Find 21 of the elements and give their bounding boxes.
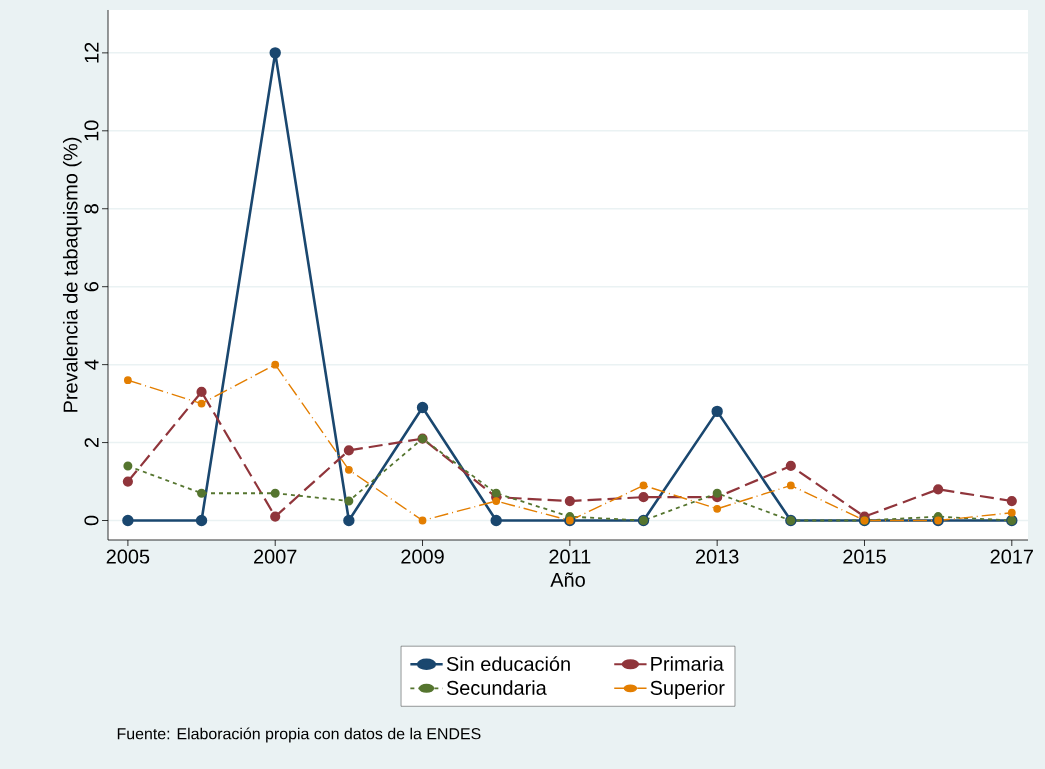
x-tick-label: 2013 (696, 549, 739, 564)
y-tick-label: 8 (84, 204, 99, 214)
x-axis-title: Año (550, 572, 585, 587)
y-axis-title: Prevalencia de tabaquismo (%) (62, 137, 82, 412)
x-tick-label: 2005 (106, 549, 150, 564)
legend-label: Secundaria (446, 680, 547, 695)
y-tick-label: 10 (84, 120, 99, 141)
y-tick-label: 2 (84, 438, 99, 448)
x-tick-label: 2017 (990, 549, 1033, 564)
y-tick-label: 6 (84, 282, 99, 292)
y-tick-label: 0 (84, 515, 99, 526)
legend-label: Primaria (651, 656, 724, 671)
x-tick-label: 2011 (549, 549, 591, 564)
x-tick-label: 2015 (843, 549, 886, 564)
x-tick-label: 2009 (401, 549, 444, 564)
x-tick-label: 2007 (254, 549, 297, 564)
legend-label: Superior (650, 680, 725, 699)
legend-label: Sin educación (446, 656, 570, 672)
y-tick-label: 4 (84, 359, 99, 370)
source-note: Fuente: Elaboración propia con datos de la ENDES (117, 727, 481, 743)
y-tick-label: 12 (84, 42, 99, 63)
